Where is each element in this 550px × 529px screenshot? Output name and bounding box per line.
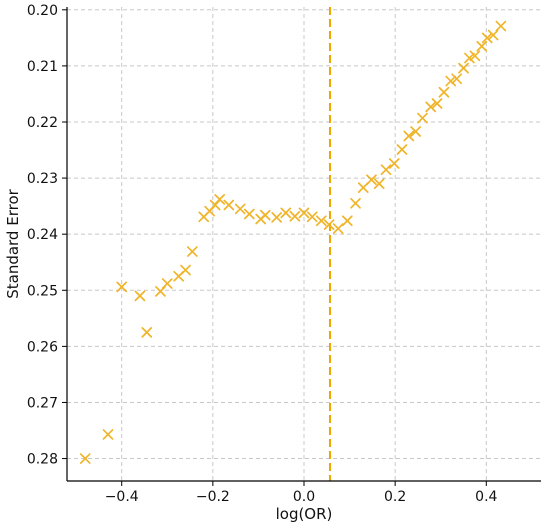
data-point <box>141 326 153 338</box>
x-axis-ticks: −0.4 −0.2 0.0 0.2 0.4 <box>105 481 498 505</box>
x-tick-label: −0.2 <box>196 489 230 505</box>
data-point <box>380 164 392 176</box>
y-tick-label: 0.20 <box>27 3 58 19</box>
x-tick: −0.4 <box>105 481 139 505</box>
data-point <box>487 29 499 41</box>
data-point <box>234 203 246 215</box>
data-point <box>134 290 146 302</box>
data-point <box>445 75 457 87</box>
x-tick-label: 0.4 <box>475 489 497 505</box>
x-tick: 0.2 <box>384 481 406 505</box>
y-tick: 0.26 <box>27 339 67 355</box>
data-point <box>223 199 235 211</box>
y-axis-ticks: 0.20 0.21 0.22 0.23 0.24 0.25 0.26 0.27 0.28 <box>27 3 67 468</box>
y-tick: 0.20 <box>27 3 67 19</box>
x-tick: 0.4 <box>475 481 498 505</box>
data-point <box>289 210 301 222</box>
y-tick-label: 0.28 <box>27 452 58 468</box>
y-tick: 0.28 <box>27 452 67 468</box>
x-tick-label: 0.2 <box>384 489 406 505</box>
data-point <box>438 86 450 98</box>
data-point <box>476 40 488 52</box>
data-point <box>458 62 469 74</box>
x-axis-label: log(OR) <box>276 505 333 523</box>
data-point <box>180 264 191 276</box>
data-point <box>366 174 377 186</box>
y-tick-label: 0.25 <box>27 283 58 299</box>
x-tick-label: 0.0 <box>293 489 315 505</box>
grid-lines <box>67 7 541 481</box>
data-point <box>259 209 271 221</box>
y-tick-label: 0.26 <box>27 339 58 355</box>
data-point <box>102 429 114 440</box>
data-point <box>298 207 310 219</box>
data-point <box>410 126 422 137</box>
data-point <box>417 112 428 124</box>
data-point <box>186 246 198 257</box>
y-tick: 0.27 <box>27 395 67 411</box>
data-point <box>341 215 353 227</box>
y-tick-label: 0.21 <box>27 59 58 75</box>
data-point <box>332 223 344 234</box>
data-point <box>469 50 481 62</box>
y-tick-label: 0.23 <box>27 171 58 187</box>
y-tick: 0.23 <box>27 171 67 187</box>
y-tick: 0.24 <box>27 227 67 243</box>
y-tick-label: 0.27 <box>27 395 58 411</box>
data-point <box>388 158 400 169</box>
y-tick: 0.21 <box>27 59 67 75</box>
data-point <box>373 178 385 190</box>
data-point <box>464 52 475 64</box>
data-point <box>161 278 173 289</box>
data-point <box>315 215 327 227</box>
data-point <box>280 207 292 219</box>
y-tick: 0.25 <box>27 283 67 299</box>
x-tick: 0.0 <box>293 481 315 505</box>
y-axis-label: Standard Error <box>4 188 22 298</box>
data-point <box>495 20 507 32</box>
data-point <box>403 130 415 142</box>
data-point <box>396 144 408 155</box>
data-point <box>481 32 493 44</box>
x-tick: −0.2 <box>196 481 230 505</box>
y-tick-label: 0.24 <box>27 227 58 243</box>
x-tick-label: −0.4 <box>105 489 139 505</box>
data-point <box>350 197 361 209</box>
data-point <box>425 101 437 113</box>
data-point <box>451 73 463 85</box>
data-point <box>243 208 255 220</box>
data-point <box>116 281 128 293</box>
data-point <box>79 453 91 464</box>
data-point <box>431 98 443 109</box>
data-points <box>79 20 507 464</box>
y-tick-label: 0.22 <box>27 115 58 131</box>
data-point <box>271 212 283 223</box>
data-point <box>306 211 318 223</box>
y-tick: 0.22 <box>27 115 67 131</box>
data-point <box>214 194 226 205</box>
data-point <box>323 219 335 230</box>
